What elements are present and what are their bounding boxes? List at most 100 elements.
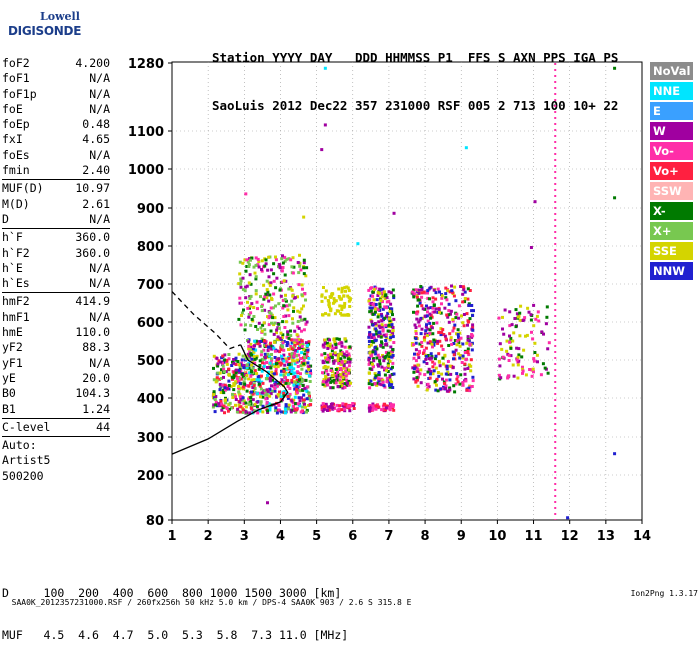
echo-point	[516, 363, 520, 367]
param-row: foEp 0.48	[2, 117, 110, 132]
echo-point	[392, 408, 396, 412]
echo-point	[254, 292, 258, 296]
echo-point	[243, 328, 247, 332]
echo-point	[324, 375, 328, 379]
echo-point	[322, 366, 326, 370]
echo-point	[384, 343, 388, 347]
echo-point	[431, 296, 435, 300]
echo-point	[262, 283, 266, 287]
echo-point	[234, 368, 238, 372]
echo-point	[514, 325, 518, 329]
echo-point	[263, 352, 267, 356]
echo-point	[256, 257, 260, 261]
echo-point	[223, 386, 227, 390]
echo-point	[292, 306, 296, 310]
echo-point	[250, 357, 254, 361]
echo-point	[240, 311, 244, 315]
echo-point	[427, 357, 431, 360]
echo-point	[220, 408, 224, 412]
echo-point	[464, 146, 468, 150]
echo-point	[271, 374, 275, 378]
echo-point	[423, 338, 426, 342]
echo-point	[330, 402, 334, 406]
echo-point	[255, 405, 259, 409]
echo-point	[391, 326, 395, 329]
echo-point	[391, 313, 394, 317]
echo-point	[337, 359, 341, 363]
echo-point	[214, 395, 218, 398]
echo-point	[438, 360, 442, 364]
echo-point	[437, 352, 441, 356]
echo-point	[386, 365, 390, 369]
echo-point	[373, 372, 377, 376]
echo-point	[279, 380, 283, 384]
echo-point	[268, 283, 272, 287]
echo-point	[423, 307, 427, 311]
echo-point	[539, 373, 543, 377]
echo-point	[346, 313, 350, 316]
echo-point	[471, 379, 475, 383]
echo-point	[295, 333, 299, 337]
autoscaling-info: 500200	[2, 468, 44, 483]
echo-point	[417, 288, 421, 292]
echo-point	[416, 369, 420, 373]
echo-point	[232, 388, 236, 392]
echo-point	[461, 383, 465, 387]
echo-point	[293, 296, 297, 300]
echo-point	[519, 304, 523, 308]
echo-cluster	[320, 337, 352, 390]
echo-point	[449, 338, 453, 342]
echo-point	[300, 345, 304, 348]
x-tick-label: 1	[167, 529, 176, 544]
echo-point	[420, 344, 424, 348]
echo-point	[305, 320, 309, 324]
echo-point	[273, 356, 277, 359]
echo-point	[341, 404, 345, 407]
echo-point	[341, 402, 345, 406]
echo-point	[278, 361, 282, 365]
echo-point	[497, 357, 501, 361]
echo-point	[375, 347, 379, 351]
echo-point	[373, 350, 377, 354]
echo-point	[293, 371, 297, 375]
echo-point	[247, 340, 251, 344]
echo-point	[224, 388, 227, 392]
echo-point	[274, 409, 277, 413]
muf-distance-row: D 100 200 400 600 800 1000 1500 3000 [km…	[2, 586, 342, 600]
echo-point	[347, 383, 351, 387]
echo-point	[444, 372, 448, 376]
echo-point	[378, 359, 382, 363]
echo-point	[216, 371, 220, 375]
echo-point	[286, 366, 290, 370]
echo-point	[384, 293, 388, 297]
echo-point	[292, 405, 296, 408]
x-tick-label: 7	[384, 529, 393, 544]
echo-point	[266, 501, 269, 505]
echo-point	[238, 370, 241, 374]
echo-point	[440, 296, 444, 300]
echo-point	[368, 306, 372, 310]
echo-point	[424, 325, 428, 329]
echo-point	[259, 387, 263, 391]
echo-point	[466, 347, 470, 351]
echo-point	[331, 374, 335, 377]
echo-point	[456, 333, 460, 337]
echo-point	[467, 386, 471, 390]
echo-point	[418, 372, 422, 376]
echo-point	[272, 279, 276, 283]
echo-point	[264, 292, 268, 296]
echo-point	[451, 319, 455, 323]
echo-point	[338, 385, 342, 389]
echo-point	[419, 332, 423, 336]
echo-point	[424, 357, 428, 361]
echo-point	[237, 379, 241, 383]
echo-point	[286, 332, 290, 336]
echo-point	[340, 297, 343, 301]
echo-point	[300, 283, 304, 287]
echo-point	[324, 356, 327, 360]
echo-point	[321, 409, 325, 413]
echo-point	[434, 291, 438, 295]
echo-point	[447, 302, 451, 306]
echo-point	[289, 338, 293, 342]
echo-point	[226, 409, 230, 413]
